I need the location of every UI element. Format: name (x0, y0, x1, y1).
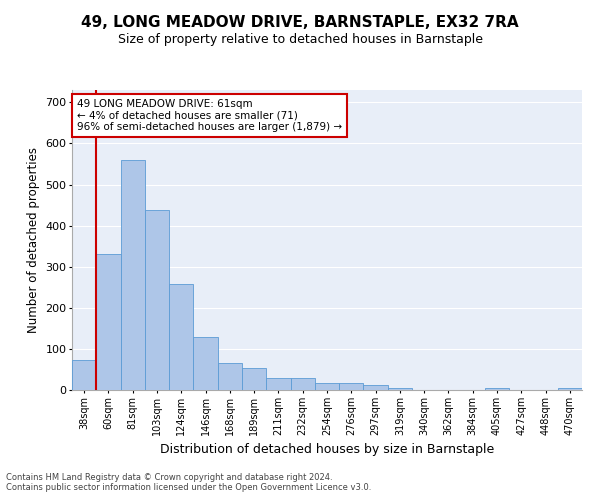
Bar (193, 338, 218, 390)
Bar (72, 360, 96, 390)
Text: 49 LONG MEADOW DRIVE: 61sqm
← 4% of detached houses are smaller (71)
96% of semi: 49 LONG MEADOW DRIVE: 61sqm ← 4% of deta… (77, 99, 342, 132)
Bar (485, 388, 509, 390)
Text: Contains public sector information licensed under the Open Government Licence v3: Contains public sector information licen… (6, 483, 371, 492)
Text: Size of property relative to detached houses in Barnstaple: Size of property relative to detached ho… (118, 32, 482, 46)
Y-axis label: Number of detached properties: Number of detached properties (27, 147, 40, 333)
Bar (364, 384, 388, 390)
Bar (145, 210, 169, 390)
Bar (96, 254, 121, 390)
Text: Contains HM Land Registry data © Crown copyright and database right 2024.: Contains HM Land Registry data © Crown c… (6, 473, 332, 482)
Bar (266, 378, 290, 390)
Bar (242, 368, 266, 390)
Bar (558, 388, 582, 390)
Bar (290, 378, 315, 390)
Bar (388, 388, 412, 390)
Bar (339, 383, 364, 390)
Bar (121, 160, 145, 390)
Bar (169, 284, 193, 390)
Bar (218, 364, 242, 390)
X-axis label: Distribution of detached houses by size in Barnstaple: Distribution of detached houses by size … (160, 444, 494, 456)
Text: 49, LONG MEADOW DRIVE, BARNSTAPLE, EX32 7RA: 49, LONG MEADOW DRIVE, BARNSTAPLE, EX32 … (81, 15, 519, 30)
Bar (315, 383, 339, 390)
